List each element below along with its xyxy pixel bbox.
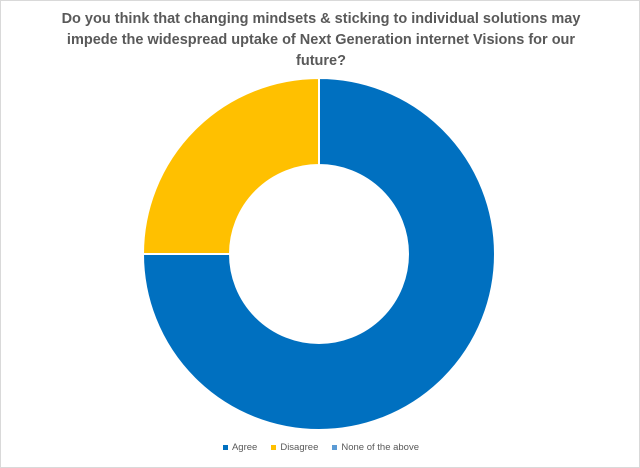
slice-disagree [141,76,320,255]
legend-label-none-of-the-above: None of the above [341,442,420,453]
legend-swatch-disagree [271,445,277,450]
legend-label-disagree: Disagree [280,442,319,453]
chart-title: Do you think that changing mindsets & st… [61,11,581,69]
legend-item-none-of-the-above: None of the above [332,442,419,453]
slice-agree [141,76,496,431]
legend-item-agree: Agree [222,442,258,453]
legend-item-disagree: Disagree [271,442,318,453]
donut-slices [141,76,496,431]
legend-swatch-none-of-the-above [332,445,338,450]
legend-swatch-agree [222,445,228,450]
chart-legend: Agree Disagree None of the above [1,442,639,453]
legend-label-agree: Agree [231,442,258,453]
